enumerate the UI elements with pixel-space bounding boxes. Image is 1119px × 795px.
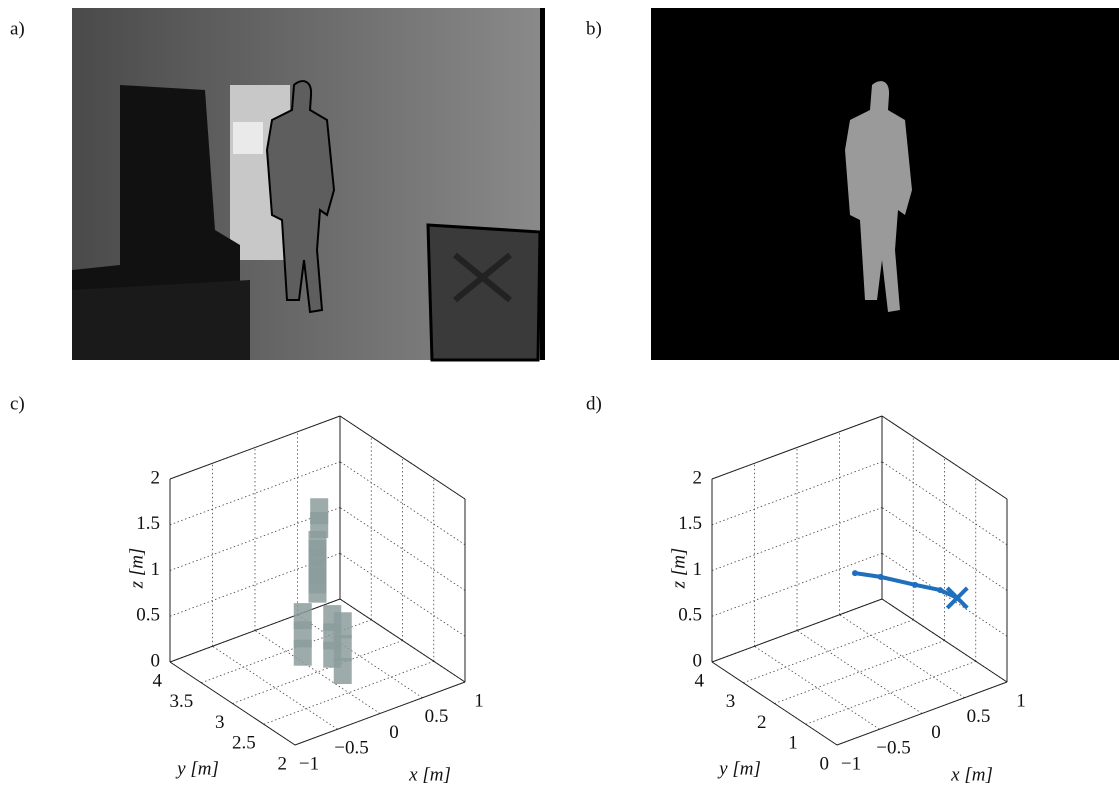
- z-tick-label: 2: [693, 467, 703, 488]
- y-tick-label: 2.5: [232, 733, 256, 754]
- z-tick-label: 1: [693, 559, 703, 580]
- panel-label: a): [10, 18, 25, 39]
- panel-label: d): [586, 393, 602, 414]
- trajectory-point: [878, 574, 884, 580]
- x-tick-label: 1: [1016, 690, 1026, 711]
- trajectory-point: [937, 587, 943, 593]
- z-tick-label: 0: [693, 650, 703, 671]
- y-tick-label: 2: [278, 753, 288, 774]
- trajectory: [855, 573, 957, 598]
- y-tick-label: 4: [695, 670, 705, 691]
- z-tick-label: 1.5: [678, 513, 702, 534]
- y-tick-label: 0: [820, 753, 830, 774]
- x-tick-label: −1: [299, 753, 319, 774]
- point: [294, 603, 312, 629]
- z-tick-label: 2: [151, 467, 161, 488]
- z-axis-title: z [m]: [126, 548, 147, 590]
- grid-line: [233, 641, 403, 704]
- point: [310, 498, 328, 524]
- y-tick-label: 1: [788, 733, 798, 754]
- point: [334, 612, 352, 638]
- y-axis-title: y [m]: [175, 758, 219, 779]
- z-tick-label: 0: [151, 650, 161, 671]
- axis-edge: [340, 416, 465, 499]
- depth-image-a: [72, 8, 545, 360]
- axis-edge: [170, 599, 340, 662]
- z-tick-label: 0.5: [678, 605, 702, 626]
- x-tick-label: −0.5: [876, 738, 910, 759]
- point: [334, 658, 352, 684]
- panel-label: c): [10, 393, 25, 414]
- grid-line: [806, 661, 976, 724]
- z-axis-title: z [m]: [668, 548, 689, 590]
- x-tick-label: −1: [841, 753, 861, 774]
- axis-edge: [882, 416, 1007, 499]
- grid-line: [775, 641, 945, 704]
- y-tick-label: 2: [757, 712, 767, 733]
- x-axis-title: x [m]: [950, 764, 993, 785]
- panel-label: b): [586, 18, 602, 39]
- trajectory-point: [912, 582, 918, 588]
- grid-line: [840, 615, 965, 698]
- grid-line: [255, 631, 380, 714]
- figure: a) b) c)−1−0.500.5122.533.5400.511.52x […: [0, 0, 1119, 790]
- x-tick-label: 0: [931, 722, 941, 743]
- z-tick-label: 1.5: [136, 513, 160, 534]
- point: [334, 635, 352, 661]
- y-tick-label: 4: [153, 670, 163, 691]
- y-tick-label: 3.5: [170, 691, 194, 712]
- axis-edge: [712, 599, 882, 662]
- y-tick-label: 3: [726, 691, 736, 712]
- x-tick-label: 0.5: [425, 706, 449, 727]
- x-axis-title: x [m]: [408, 764, 451, 785]
- x-tick-label: 0.5: [967, 706, 991, 727]
- x-tick-label: 1: [474, 690, 484, 711]
- page: a) b) c)−1−0.500.5122.533.5400.511.52x […: [0, 0, 1119, 795]
- grid-line: [298, 615, 423, 698]
- grid-line: [712, 553, 882, 616]
- y-tick-label: 3: [215, 712, 225, 733]
- y-axis-title: y [m]: [717, 758, 761, 779]
- grid-line: [797, 631, 922, 714]
- x-tick-label: 0: [389, 722, 399, 743]
- depth-image-b: [651, 8, 1119, 360]
- z-tick-label: 0.5: [136, 605, 160, 626]
- trajectory-point: [852, 570, 858, 576]
- z-tick-label: 1: [151, 559, 161, 580]
- x-tick-label: −0.5: [334, 738, 368, 759]
